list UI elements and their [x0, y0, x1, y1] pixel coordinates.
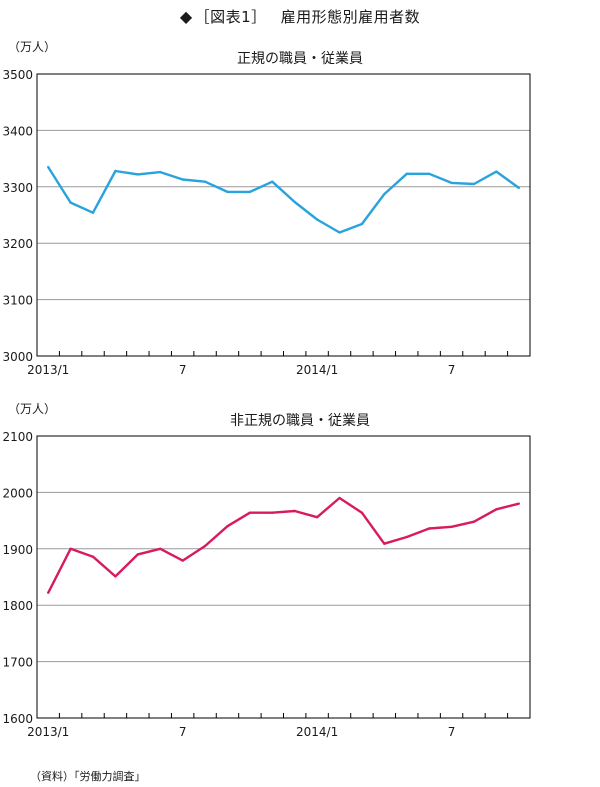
chart2-data-point — [360, 511, 364, 514]
regular-employees-chart: 3000 3100 3200 3300 3400 3500 2013/1 7 2014/1 7 — [2, 68, 531, 377]
chart2-y-tick-label: 1600 — [2, 712, 33, 726]
chart1-data-point — [226, 190, 229, 194]
chart2-data-point — [159, 547, 162, 550]
chart2-y-tick-label: 2100 — [2, 430, 33, 444]
chart1-data-point — [360, 222, 364, 226]
chart2-y-tick-label: 1900 — [2, 543, 33, 557]
chart1-data-point — [203, 180, 207, 183]
chart1-data-point — [383, 192, 386, 196]
chart1-data-point — [315, 218, 319, 221]
chart2-data-point — [293, 509, 296, 513]
chart1-data-point — [69, 201, 72, 204]
chart1-data-point — [517, 186, 520, 190]
chart2-x-tick-label: 7 — [179, 725, 187, 739]
chart2-data-point — [114, 575, 117, 578]
chart2-y-unit: （万人） — [8, 402, 57, 416]
chart1-y-tick-label: 3400 — [2, 124, 33, 138]
nonregular-employees-chart: 1600 1700 1800 1900 2000 2100 2013/1 7 2014/1 7 — [2, 430, 531, 739]
chart2-data-point — [91, 555, 95, 558]
chart1-title: 正規の職員・従業員 — [237, 51, 363, 67]
chart1-x-tick-label: 2013/1 — [27, 363, 69, 377]
chart2-x-tick-label: 7 — [448, 725, 456, 739]
chart2-data-point — [338, 496, 341, 500]
chart1-data-point — [450, 181, 453, 185]
chart1-data-point — [91, 211, 95, 214]
chart1-y-tick-label: 3500 — [2, 68, 33, 82]
chart1-data-point — [472, 182, 476, 186]
chart1-series-line — [47, 166, 520, 234]
chart2-x-tick-label: 2013/1 — [27, 725, 69, 739]
chart2-data-point — [47, 591, 50, 594]
chart1-y-tick-label: 3300 — [2, 181, 33, 195]
chart1-x-tick-label: 2014/1 — [296, 363, 338, 377]
chart2-data-point — [427, 527, 431, 530]
chart2-data-point — [383, 542, 386, 545]
chart2-x-tick-label: 2014/1 — [296, 725, 338, 739]
chart2-y-tick-label: 2000 — [2, 486, 33, 500]
chart1-data-point — [47, 165, 50, 169]
chart1-data-point — [248, 190, 252, 194]
chart2-data-point — [226, 525, 229, 528]
chart2-data-point — [181, 559, 184, 562]
chart2-plot-frame — [36, 435, 531, 719]
chart2-data-point — [69, 547, 72, 550]
chart2-data-point — [517, 502, 520, 505]
chart2-data-point — [450, 525, 453, 529]
source-note: （資料）「労働力調査」 — [30, 770, 146, 783]
chart1-y-tick-label: 3100 — [2, 294, 33, 308]
chart2-y-tick-label: 1700 — [2, 656, 33, 670]
chart1-data-point — [495, 170, 498, 173]
chart1-data-point — [427, 172, 431, 176]
figure-title-text: 雇用形態別雇用者数 — [280, 8, 421, 26]
chart1-data-point — [114, 169, 117, 173]
chart1-y-tick-label: 3200 — [2, 237, 33, 251]
chart1-y-tick-label: 3000 — [2, 350, 33, 364]
chart1-data-point — [136, 173, 140, 176]
chart2-data-point — [271, 511, 274, 514]
chart2-data-point — [495, 508, 498, 511]
chart1-data-point — [271, 180, 274, 183]
chart1-y-unit: （万人） — [8, 40, 57, 54]
chart1-x-tick-label: 7 — [448, 363, 456, 377]
chart2-data-point — [405, 535, 408, 539]
chart1-x-tick-label: 7 — [179, 363, 187, 377]
figure-number: ［図表1］ — [194, 8, 267, 26]
chart2-series-line — [47, 496, 520, 594]
chart2-data-point — [136, 553, 140, 556]
chart2-data-point — [315, 516, 319, 519]
chart2-data-point — [203, 544, 207, 548]
figure-title: ◆ ［図表1］ 雇用形態別雇用者数 — [0, 6, 600, 27]
chart1-data-point — [293, 200, 296, 204]
chart1-data-point — [405, 172, 408, 176]
chart2-data-point — [472, 520, 476, 523]
diamond-bullet-icon: ◆ — [179, 7, 193, 26]
chart1-data-point — [159, 170, 162, 174]
chart2-title: 非正規の職員・従業員 — [230, 413, 370, 429]
chart1-data-point — [338, 231, 341, 234]
chart2-data-point — [248, 511, 252, 514]
chart1-data-point — [181, 178, 184, 181]
chart2-y-tick-label: 1800 — [2, 599, 33, 613]
